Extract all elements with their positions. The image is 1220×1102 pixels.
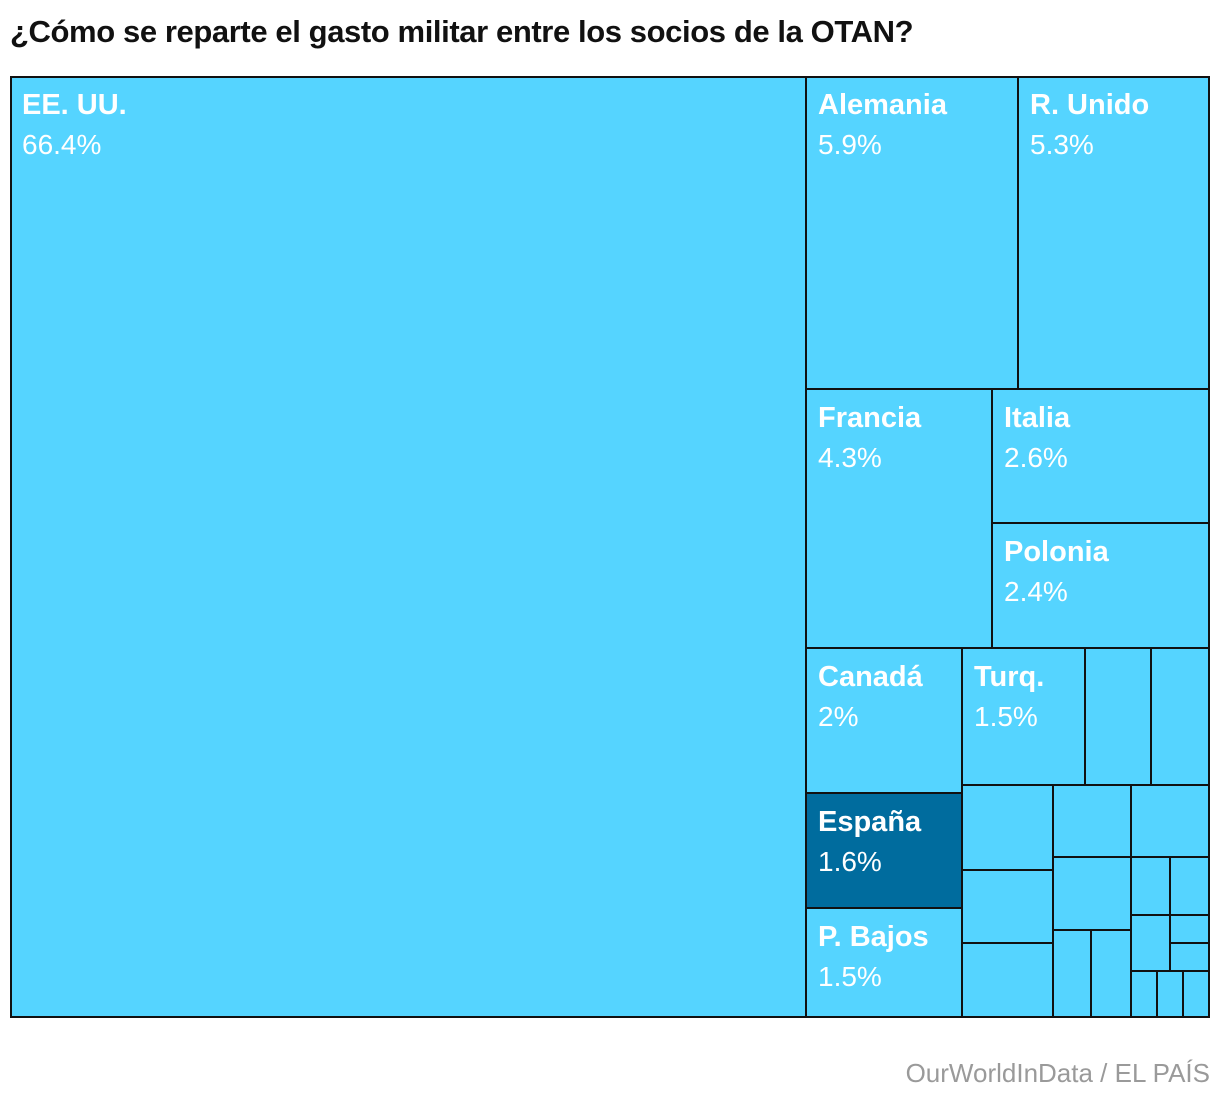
tile-small-17 xyxy=(1157,971,1183,1018)
tile-label: Italia xyxy=(1004,402,1071,434)
chart-title: ¿Cómo se reparte el gasto militar entre … xyxy=(10,14,914,49)
tile-canada: Canadá 2% xyxy=(806,648,962,793)
tile-value: 4.3% xyxy=(818,442,882,473)
tile-small-1 xyxy=(1085,648,1151,785)
tile-small-7 xyxy=(1131,785,1210,857)
tile-value: 5.3% xyxy=(1030,129,1094,160)
tile-espana: España 1.6% xyxy=(806,793,962,908)
tile-small-8 xyxy=(1053,857,1131,930)
tile-label: Turq. xyxy=(974,661,1045,693)
tile-label: España xyxy=(818,806,922,838)
tile-small-14 xyxy=(1170,915,1210,943)
tile-label: Polonia xyxy=(1004,536,1109,568)
tile-p-bajos: P. Bajos 1.5% xyxy=(806,908,962,1018)
source-credit: OurWorldInData / EL PAÍS xyxy=(905,1058,1210,1088)
tile-r-unido: R. Unido 5.3% xyxy=(1018,76,1210,389)
tile-small-11 xyxy=(1131,857,1170,915)
tile-value: 1.6% xyxy=(818,846,882,877)
tile-small-4 xyxy=(962,870,1053,943)
tile-value: 2% xyxy=(818,701,859,732)
tile-alemania: Alemania 5.9% xyxy=(806,76,1018,389)
tile-francia: Francia 4.3% xyxy=(806,389,992,648)
tile-small-12 xyxy=(1170,857,1210,915)
tile-value: 2.6% xyxy=(1004,442,1068,473)
tile-italia: Italia 2.6% xyxy=(992,389,1210,523)
treemap: EE. UU. 66.4% Alemania 5.9% R. Unido 5.3% Fran… xyxy=(10,76,1210,1018)
tile-label: EE. UU. xyxy=(22,89,127,121)
tile-value: 1.5% xyxy=(974,701,1038,732)
tile-small-13 xyxy=(1131,915,1170,971)
tile-label: Canadá xyxy=(818,661,923,693)
tile-label: Alemania xyxy=(818,89,947,121)
tile-value: 5.9% xyxy=(818,129,882,160)
tile-label: R. Unido xyxy=(1030,89,1150,121)
tile-value: 66.4% xyxy=(22,129,102,160)
tile-small-6 xyxy=(1053,785,1131,857)
tile-ee-uu: EE. UU. 66.4% xyxy=(10,76,806,1018)
tile-label: Francia xyxy=(818,402,922,434)
tile-value: 2.4% xyxy=(1004,576,1068,607)
tile-small-10 xyxy=(1091,930,1131,1018)
tile-small-18 xyxy=(1183,971,1210,1018)
tile-small-5 xyxy=(962,943,1053,1018)
tile-polonia: Polonia 2.4% xyxy=(992,523,1210,648)
tile-small-9 xyxy=(1053,930,1091,1018)
tile-turq: Turq. 1.5% xyxy=(962,648,1085,785)
tile-label: P. Bajos xyxy=(818,921,929,953)
tile-small-15 xyxy=(1170,943,1210,971)
tile-small-3 xyxy=(962,785,1053,870)
tile-small-2 xyxy=(1151,648,1210,785)
tile-small-16 xyxy=(1131,971,1157,1018)
tile-value: 1.5% xyxy=(818,961,882,992)
